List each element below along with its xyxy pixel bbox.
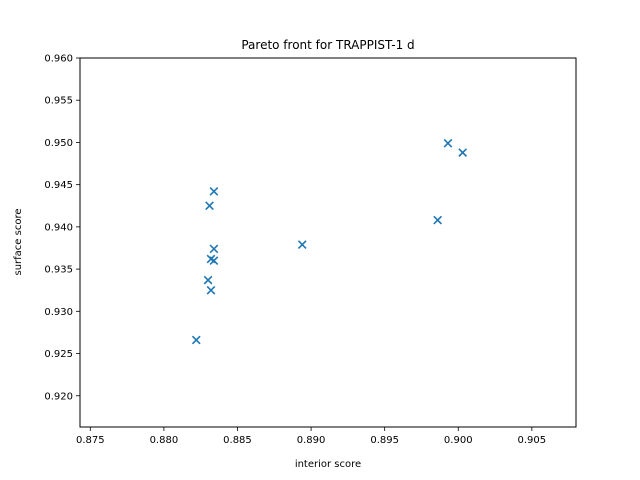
plot-area [80,58,576,427]
x-tick-label: 0.875 [76,435,105,446]
data-point-marker [433,215,443,225]
x-tick-label: 0.905 [518,435,547,446]
y-tick-label: 0.925 [44,349,73,360]
x-tick-label: 0.885 [223,435,252,446]
x-tick-label: 0.880 [150,435,179,446]
x-tick-label: 0.900 [444,435,473,446]
y-tick-label: 0.920 [44,391,73,402]
y-tick-label: 0.960 [44,54,73,65]
data-point-marker [209,256,219,266]
chart-title: Pareto front for TRAPPIST-1 d [241,38,414,52]
data-point-marker [209,244,219,254]
y-tick-label: 0.935 [44,265,73,276]
x-axis-label: interior score [295,459,361,470]
y-axis-label: surface score [13,208,24,275]
y-tick-label: 0.930 [44,307,73,318]
y-tick-label: 0.955 [44,96,73,107]
plot-frame [79,57,577,428]
data-point-marker [206,285,216,295]
data-point-marker [191,335,201,345]
data-points [191,138,468,345]
data-point-marker [203,275,213,285]
data-point-marker [297,240,307,249]
data-point-marker [209,187,219,196]
y-tick-label: 0.950 [44,138,73,149]
y-tick-label: 0.945 [44,180,73,191]
y-axis-ticks: 0.920 0.925 0.930 0.935 0.940 0.945 0.950 0.955… [44,54,80,402]
x-tick-label: 0.895 [370,435,399,446]
data-point-marker [458,148,468,157]
y-tick-label: 0.940 [44,222,73,233]
data-point-marker [443,138,453,148]
data-point-marker [205,201,214,211]
x-axis-ticks: 0.875 0.880 0.885 0.890 0.895 0.900 0.905 [76,427,546,446]
x-tick-label: 0.890 [297,435,326,446]
